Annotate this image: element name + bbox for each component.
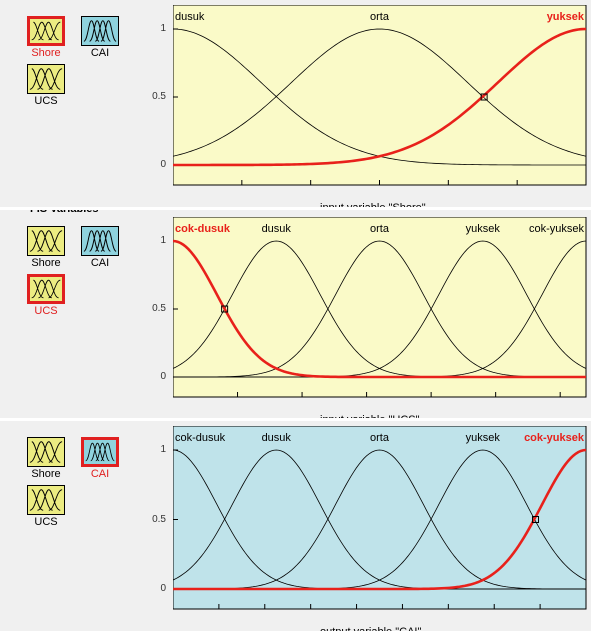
x-axis-label: input variable "Shore" bbox=[320, 202, 426, 207]
mf-label-dusuk: dusuk bbox=[262, 223, 292, 235]
membership-function-icon bbox=[83, 230, 117, 252]
y-tick-label: 0 bbox=[160, 159, 166, 170]
membership-function-icon bbox=[29, 489, 63, 511]
membership-chart[interactable]: 051015202530dusukortayuksek bbox=[173, 5, 588, 187]
variable-icon-shore[interactable] bbox=[27, 226, 65, 256]
membership-function-icon bbox=[29, 230, 63, 252]
mf-panel: ShoreCAIUCS051015202530dusukortayuksek00… bbox=[0, 0, 591, 207]
membership-chart[interactable]: 0102030405060cok-dusukdusukortayuksekcok… bbox=[173, 217, 588, 399]
membership-plot: 051015202530dusukortayuksek bbox=[172, 5, 588, 203]
mf-label-cok-dusuk: cok-dusuk bbox=[175, 223, 231, 235]
mf-label-orta: orta bbox=[370, 432, 390, 444]
fis-variables-title: FIS Variables bbox=[30, 210, 98, 215]
variable-icon-ucs[interactable] bbox=[27, 274, 65, 304]
variable-label: UCS bbox=[34, 95, 58, 107]
mf-curve-cok-yuksek[interactable] bbox=[173, 448, 587, 591]
y-tick-label: 0 bbox=[160, 583, 166, 594]
mf-label-dusuk: dusuk bbox=[262, 432, 292, 444]
y-tick-label: 1 bbox=[160, 444, 166, 455]
mf-label-yuksek: yuksek bbox=[466, 223, 501, 235]
panel-separator bbox=[0, 418, 591, 421]
mf-handle[interactable] bbox=[480, 93, 488, 101]
membership-plot: 00.010.020.030.040.050.060.070.080.09cok… bbox=[172, 426, 588, 627]
mf-label-orta: orta bbox=[370, 11, 390, 23]
mf-label-cok-dusuk: cok-dusuk bbox=[175, 432, 226, 444]
plot-area bbox=[173, 5, 587, 186]
variable-icon-ucs[interactable] bbox=[27, 64, 65, 94]
y-tick-label: 0.5 bbox=[152, 91, 166, 102]
mf-curve-yuksek[interactable] bbox=[173, 27, 587, 167]
variable-icon-ucs[interactable] bbox=[27, 485, 65, 515]
mf-label-orta: orta bbox=[370, 223, 390, 235]
variable-label: UCS bbox=[34, 305, 58, 317]
mf-panel: Shore CAI UCS 00.010.020.030.040.050.060.07… bbox=[0, 421, 591, 631]
x-axis-label: output variable "CAI" bbox=[320, 626, 421, 631]
plot-area bbox=[173, 217, 587, 398]
membership-function-icon bbox=[85, 442, 115, 462]
panel-separator bbox=[0, 207, 591, 210]
plot-area bbox=[173, 426, 587, 610]
membership-function-icon bbox=[31, 279, 61, 299]
mf-handle[interactable] bbox=[532, 516, 540, 523]
variable-label: CAI bbox=[90, 257, 110, 269]
membership-function-icon bbox=[29, 68, 63, 90]
x-axis-label: input variable "UCS" bbox=[320, 414, 420, 418]
mf-curve-orta[interactable] bbox=[173, 28, 587, 157]
variable-label: UCS bbox=[34, 516, 58, 528]
variable-label: CAI bbox=[90, 468, 110, 480]
membership-chart[interactable]: 00.010.020.030.040.050.060.070.080.09cok… bbox=[173, 426, 588, 611]
variable-label: CAI bbox=[90, 47, 110, 59]
variable-label: Shore bbox=[31, 257, 61, 269]
y-tick-label: 0.5 bbox=[152, 513, 166, 525]
mf-label-yuksek: yuksek bbox=[547, 11, 585, 23]
variable-icon-cai[interactable] bbox=[81, 16, 119, 46]
y-tick-label: 1 bbox=[160, 23, 166, 34]
membership-function-icon bbox=[31, 21, 61, 41]
variable-label: Shore bbox=[31, 47, 61, 59]
mf-label-cok-yuksek: cok-yuksek bbox=[529, 223, 585, 235]
y-tick-label: 1 bbox=[160, 235, 166, 246]
membership-plot: 0102030405060cok-dusukdusukortayuksekcok… bbox=[172, 217, 588, 415]
mf-label-yuksek: yuksek bbox=[466, 432, 501, 444]
mf-handle[interactable] bbox=[221, 305, 229, 313]
membership-function-icon bbox=[83, 20, 117, 42]
variable-icon-cai[interactable] bbox=[81, 226, 119, 256]
y-tick-label: 0.5 bbox=[152, 303, 166, 314]
variable-icon-shore[interactable] bbox=[27, 437, 65, 467]
mf-curve-cok-dusuk[interactable] bbox=[173, 239, 586, 379]
mf-label-dusuk: dusuk bbox=[175, 11, 205, 23]
variable-label: Shore bbox=[31, 468, 61, 480]
variable-icon-shore[interactable] bbox=[27, 16, 65, 46]
mf-panel: FIS VariablesShoreCAIUCS0102030405060cok… bbox=[0, 210, 591, 418]
mf-label-cok-yuksek: cok-yuksek bbox=[524, 432, 585, 444]
y-tick-label: 0 bbox=[160, 371, 166, 382]
membership-function-icon bbox=[29, 441, 63, 463]
variable-icon-cai[interactable] bbox=[81, 437, 119, 467]
